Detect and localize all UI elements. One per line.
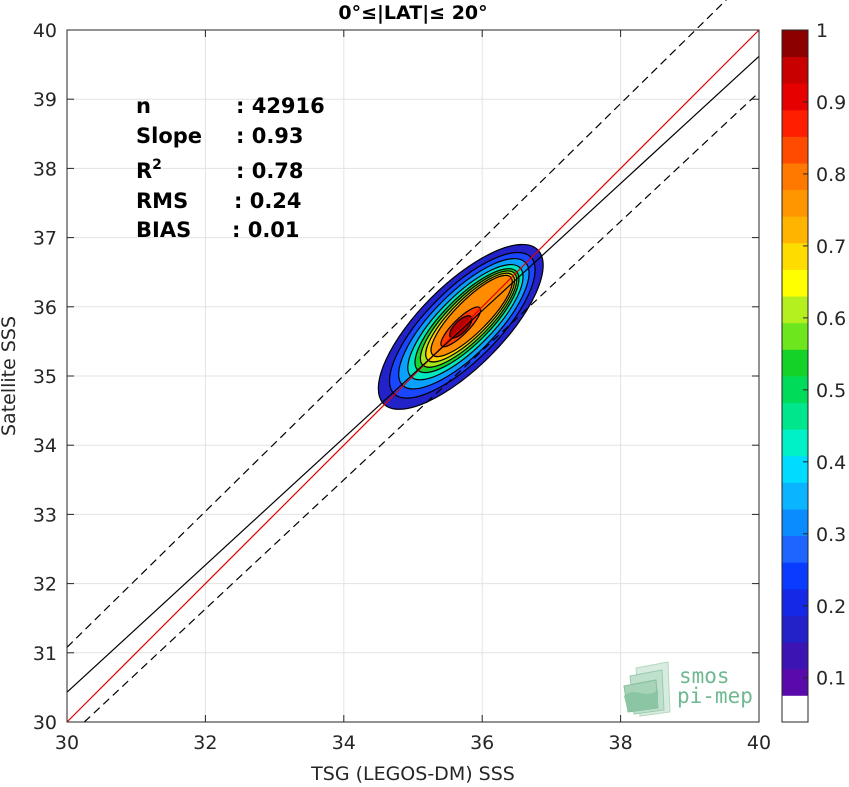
line-upper-bound (66, 0, 727, 648)
line-lower-bound (83, 91, 760, 723)
stat-value: : 42916 (236, 94, 325, 118)
colorbar-tick-label: 0.2 (816, 596, 846, 618)
colorbar-tick-label: 0.5 (816, 380, 846, 402)
y-tick-label: 39 (33, 89, 57, 111)
y-tick-label: 38 (33, 158, 57, 180)
colorbar-tick-label: 0.9 (816, 92, 846, 114)
density-contour-0.95 (449, 315, 473, 339)
colorbar-tick-label: 0.6 (816, 308, 846, 330)
colorbar-segment (782, 322, 808, 350)
stat-value: : 0.24 (234, 189, 302, 213)
stat-superscript: 2 (152, 157, 162, 173)
x-axis-label: TSG (LEGOS-DM) SSS (310, 763, 515, 785)
colorbar-segment (782, 109, 808, 137)
reference-lines (66, 0, 760, 723)
colorbar-tick-label: 0.7 (816, 236, 846, 258)
colorbar-segment (782, 242, 808, 270)
y-tick-label: 35 (33, 366, 57, 388)
colorbar-tick-label: 1 (816, 20, 828, 42)
x-tick-label: 36 (470, 732, 494, 754)
colorbar-segment (782, 695, 808, 723)
colorbar-tick-label: 0.4 (816, 452, 846, 474)
colorbar-segment (782, 216, 808, 244)
line-regression (66, 55, 760, 693)
colorbar-segment (782, 535, 808, 563)
colorbar-segment (782, 509, 808, 537)
x-tick-label: 32 (193, 732, 217, 754)
line-one-to-one (66, 29, 760, 723)
colorbar-segment (782, 83, 808, 111)
x-tick-label: 40 (747, 732, 771, 754)
colorbar-segment (782, 296, 808, 324)
colorbar-segment (782, 163, 808, 191)
colorbar-segment (782, 588, 808, 616)
x-tick-label: 34 (332, 732, 356, 754)
colorbar-segment (782, 30, 808, 58)
colorbar-segment (782, 136, 808, 164)
colorbar-segment (782, 668, 808, 696)
colorbar-segment (782, 615, 808, 643)
x-tick-label: 38 (609, 732, 633, 754)
colorbar-segment (782, 429, 808, 457)
stat-value: : 0.78 (236, 159, 304, 183)
colorbar-tick-label: 0.8 (816, 164, 846, 186)
colorbar-segment (782, 269, 808, 297)
colorbar: 0.1 0.2 0.3 0.4 0.5 0.6 0.7 0.8 0.9 1 (781, 20, 846, 723)
y-tick-label: 34 (33, 435, 57, 457)
density-contours (377, 243, 544, 410)
axes: 30 32 34 36 38 40 30 31 32 33 34 35 36 37 38 39 40 (33, 20, 771, 754)
colorbar-segment (782, 56, 808, 84)
x-tick-label: 30 (55, 732, 79, 754)
colorbar-segment (782, 642, 808, 670)
y-tick-label: 37 (33, 228, 57, 250)
logo-icon (623, 661, 671, 717)
stat-label: R2 (136, 157, 162, 183)
stat-label: BIAS (136, 218, 191, 242)
colorbar-tick-label: 0.3 (816, 524, 846, 546)
colorbar-segment (782, 482, 808, 510)
logo-text-smos: smos (679, 664, 730, 688)
stat-value: : 0.01 (232, 218, 300, 242)
y-tick-label: 31 (33, 643, 57, 665)
logo-text-pimep: pi-mep (677, 684, 753, 708)
colorbar-segment (782, 402, 808, 430)
colorbar-segment (782, 349, 808, 377)
stat-value: : 0.93 (236, 124, 304, 148)
y-tick-label: 36 (33, 297, 57, 319)
stats-box: n : 42916 Slope : 0.93 R2 : 0.78 RMS : 0.24 BIAS… (136, 94, 325, 242)
colorbar-segment (782, 562, 808, 590)
stat-label: n (136, 94, 151, 118)
colorbar-segment (782, 455, 808, 483)
y-tick-label: 33 (33, 504, 57, 526)
y-tick-label: 32 (33, 574, 57, 596)
y-axis-label: Satellite SSS (0, 316, 20, 436)
smos-pimep-logo: smos pi-mep (623, 661, 753, 717)
y-tick-label: 40 (33, 20, 57, 42)
stat-label: RMS (136, 189, 188, 213)
y-tick-label: 30 (33, 712, 57, 734)
colorbar-segment (782, 189, 808, 217)
stat-label: Slope (136, 124, 202, 148)
colorbar-tick-label: 0.1 (816, 668, 846, 690)
colorbar-frame (781, 29, 809, 723)
chart-title: 0°≤|LAT|≤ 20° (338, 2, 487, 24)
